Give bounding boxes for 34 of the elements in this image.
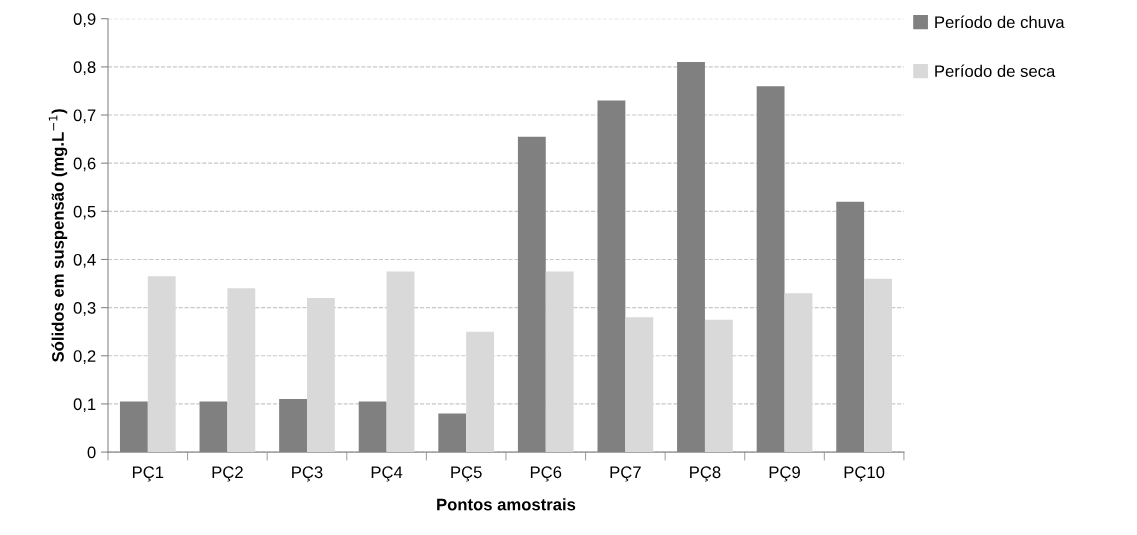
bar — [227, 288, 256, 453]
bar — [147, 276, 176, 453]
y-tick-label: 0,1 — [73, 398, 96, 413]
bar — [784, 293, 813, 453]
bar — [306, 297, 335, 453]
x-tick-label: PÇ10 — [844, 466, 885, 482]
legend-label: Período de chuva — [935, 15, 1065, 29]
y-tick-label: 0,4 — [73, 253, 96, 268]
x-tick-label: PÇ6 — [530, 466, 562, 482]
bar — [466, 331, 495, 453]
y-tick-label: 0,8 — [73, 61, 96, 76]
y-tick-label: 0,2 — [73, 350, 96, 364]
x-tick-label: PÇ8 — [690, 466, 721, 482]
x-tick-label: PÇ1 — [132, 466, 164, 482]
y-tick-label: 0,7 — [73, 109, 96, 124]
y-tick-label: 0,6 — [73, 157, 96, 172]
y-tick-label: 0,3 — [73, 302, 96, 316]
x-axis-title: Pontos amostrais — [437, 498, 576, 511]
bar — [704, 319, 733, 453]
x-tick-label: PÇ9 — [769, 466, 800, 482]
y-tick-label: 0,9 — [73, 13, 96, 27]
legend-label: Período de seca — [935, 64, 1056, 78]
x-tick-label: PÇ3 — [292, 466, 323, 482]
bar — [545, 271, 574, 453]
x-tick-label: PÇ5 — [451, 466, 482, 482]
bar — [625, 317, 654, 453]
y-axis-title: Sólidos em suspensão (mg.L$^{−1}$) — [48, 109, 68, 362]
y-tick-label: 0 — [87, 446, 96, 459]
x-tick-label: PÇ2 — [212, 466, 243, 482]
bar — [386, 271, 415, 453]
y-tick-label: 0,5 — [73, 205, 96, 220]
bar — [864, 278, 892, 453]
x-tick-label: PÇ4 — [371, 466, 403, 482]
x-tick-label: PÇ7 — [610, 466, 641, 482]
